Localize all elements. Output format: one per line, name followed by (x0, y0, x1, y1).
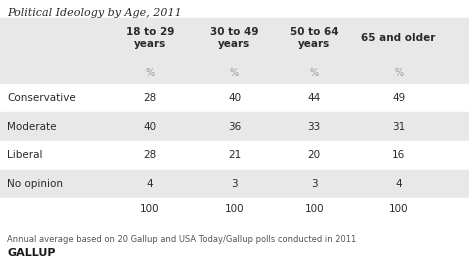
Text: No opinion: No opinion (7, 179, 63, 189)
Text: 18 to 29
years: 18 to 29 years (126, 27, 174, 49)
Bar (0, 18, 469, 63)
Text: Liberal: Liberal (7, 150, 43, 160)
Text: Political Ideology by Age, 2011: Political Ideology by Age, 2011 (7, 8, 182, 18)
Text: 50 to 64
years: 50 to 64 years (290, 27, 339, 49)
Text: 3: 3 (311, 179, 318, 189)
Text: 3: 3 (231, 179, 238, 189)
Text: 28: 28 (144, 93, 157, 103)
Bar (0, 198, 469, 219)
Text: Conservative: Conservative (7, 93, 76, 103)
Text: %: % (145, 68, 155, 78)
Text: %: % (310, 68, 319, 78)
Text: 16: 16 (392, 150, 405, 160)
Text: Annual average based on 20 Gallup and USA Today/Gallup polls conducted in 2011: Annual average based on 20 Gallup and US… (7, 235, 356, 244)
Bar (0, 141, 469, 170)
Text: 100: 100 (304, 204, 324, 214)
Text: 4: 4 (395, 179, 402, 189)
Text: 40: 40 (228, 93, 241, 103)
Bar (0, 84, 469, 112)
Bar (0, 112, 469, 141)
Text: 65 and older: 65 and older (362, 33, 436, 43)
Text: 100: 100 (389, 204, 408, 214)
Text: 49: 49 (392, 93, 405, 103)
Text: 31: 31 (392, 122, 405, 132)
Text: 44: 44 (308, 93, 321, 103)
Text: 21: 21 (228, 150, 241, 160)
Text: 33: 33 (308, 122, 321, 132)
Text: 28: 28 (144, 150, 157, 160)
Text: GALLUP: GALLUP (7, 248, 55, 258)
Text: 4: 4 (147, 179, 153, 189)
Text: 100: 100 (140, 204, 160, 214)
Bar (0, 170, 469, 198)
Text: 20: 20 (308, 150, 321, 160)
Text: 36: 36 (228, 122, 241, 132)
Text: %: % (230, 68, 239, 78)
Bar (0, 63, 469, 84)
Text: Moderate: Moderate (7, 122, 57, 132)
Text: 40: 40 (144, 122, 157, 132)
Text: 30 to 49
years: 30 to 49 years (210, 27, 259, 49)
Text: %: % (394, 68, 403, 78)
Text: 100: 100 (225, 204, 244, 214)
